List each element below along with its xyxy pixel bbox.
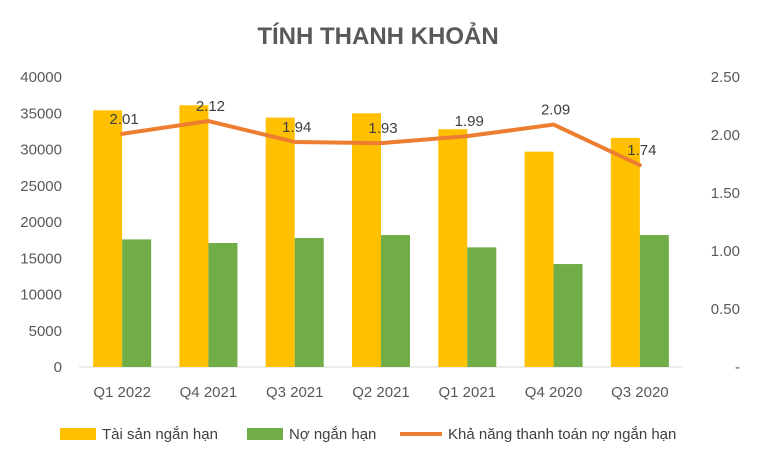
bar-assets-3 [352,113,381,367]
bar-assets-5 [524,151,554,367]
ratio-line [120,119,642,168]
bar-assets-6 [610,137,640,367]
bars-layer [93,105,669,368]
y-left-tick-label-1: 5000 [29,323,62,340]
bar-liabilities-3 [381,235,410,367]
bar-assets-0 [93,110,123,367]
ratio-data-label-3: 1.93 [368,120,397,137]
line-layer [120,119,642,168]
y-right-tick-label-5: 2.50 [711,69,740,86]
y-left-tick-label-3: 15000 [20,250,62,267]
bar-liabilities-6 [639,235,669,367]
bar-assets-2 [265,117,295,367]
y-right-tick-label-1: 0.50 [711,301,740,318]
y-left-tick-label-4: 20000 [20,214,62,231]
y-right-tick-label-2: 1.00 [711,243,740,260]
bar-assets-1 [179,105,209,368]
ratio-data-label-5: 2.09 [541,102,570,119]
x-tick-label-4: Q1 2021 [439,384,497,401]
x-tick-label-1: Q4 2021 [180,384,238,401]
legend-swatch-0 [60,428,96,440]
bar-liabilities-1 [208,243,238,367]
y-left-tick-label-8: 40000 [20,69,62,86]
ratio-data-label-6: 1.74 [627,142,656,159]
ratio-data-label-0: 2.01 [110,111,139,128]
x-tick-label-5: Q4 2020 [525,384,583,401]
legend-label-0: Tài sản ngắn hạn [102,426,218,443]
legend-label-2: Khả năng thanh toán nợ ngắn hạn [448,426,676,443]
legend-label-1: Nợ ngắn hạn [289,426,376,443]
bar-assets-4 [438,129,468,367]
bar-liabilities-5 [553,264,583,367]
ratio-data-label-2: 1.94 [282,119,311,136]
ratio-data-label-4: 1.99 [455,113,484,130]
y-right-tick-label-3: 1.50 [711,185,740,202]
y-left-tick-label-0: 0 [54,359,62,376]
y-left-tick-label-7: 35000 [20,105,62,122]
y-right-tick-label-0: - [735,359,740,376]
bar-liabilities-0 [122,239,152,367]
legend: Tài sản ngắn hạn Nợ ngắn hạn Khả năng than… [60,426,676,443]
chart-title: TÍNH THANH KHOẢN [257,21,498,50]
ticks-layer: Q1 2022 Q4 2021 Q3 2021 Q2 2021 Q1 2021 Q4 20… [20,69,740,401]
y-left-tick-label-6: 30000 [20,142,62,159]
y-right-tick-label-4: 2.00 [711,127,740,144]
ratio-data-label-1: 2.12 [196,98,225,115]
x-tick-label-0: Q1 2022 [93,384,151,401]
y-left-tick-label-2: 10000 [20,287,62,304]
y-left-tick-label-5: 25000 [20,178,62,195]
bar-liabilities-4 [467,247,497,367]
bar-liabilities-2 [294,237,324,367]
legend-swatch-1 [247,428,283,440]
x-tick-label-2: Q3 2021 [266,384,324,401]
labels-layer: 2.01 2.12 1.94 1.93 1.99 2.09 1.74 [110,98,657,159]
x-tick-label-3: Q2 2021 [352,384,410,401]
x-tick-label-6: Q3 2020 [611,384,669,401]
